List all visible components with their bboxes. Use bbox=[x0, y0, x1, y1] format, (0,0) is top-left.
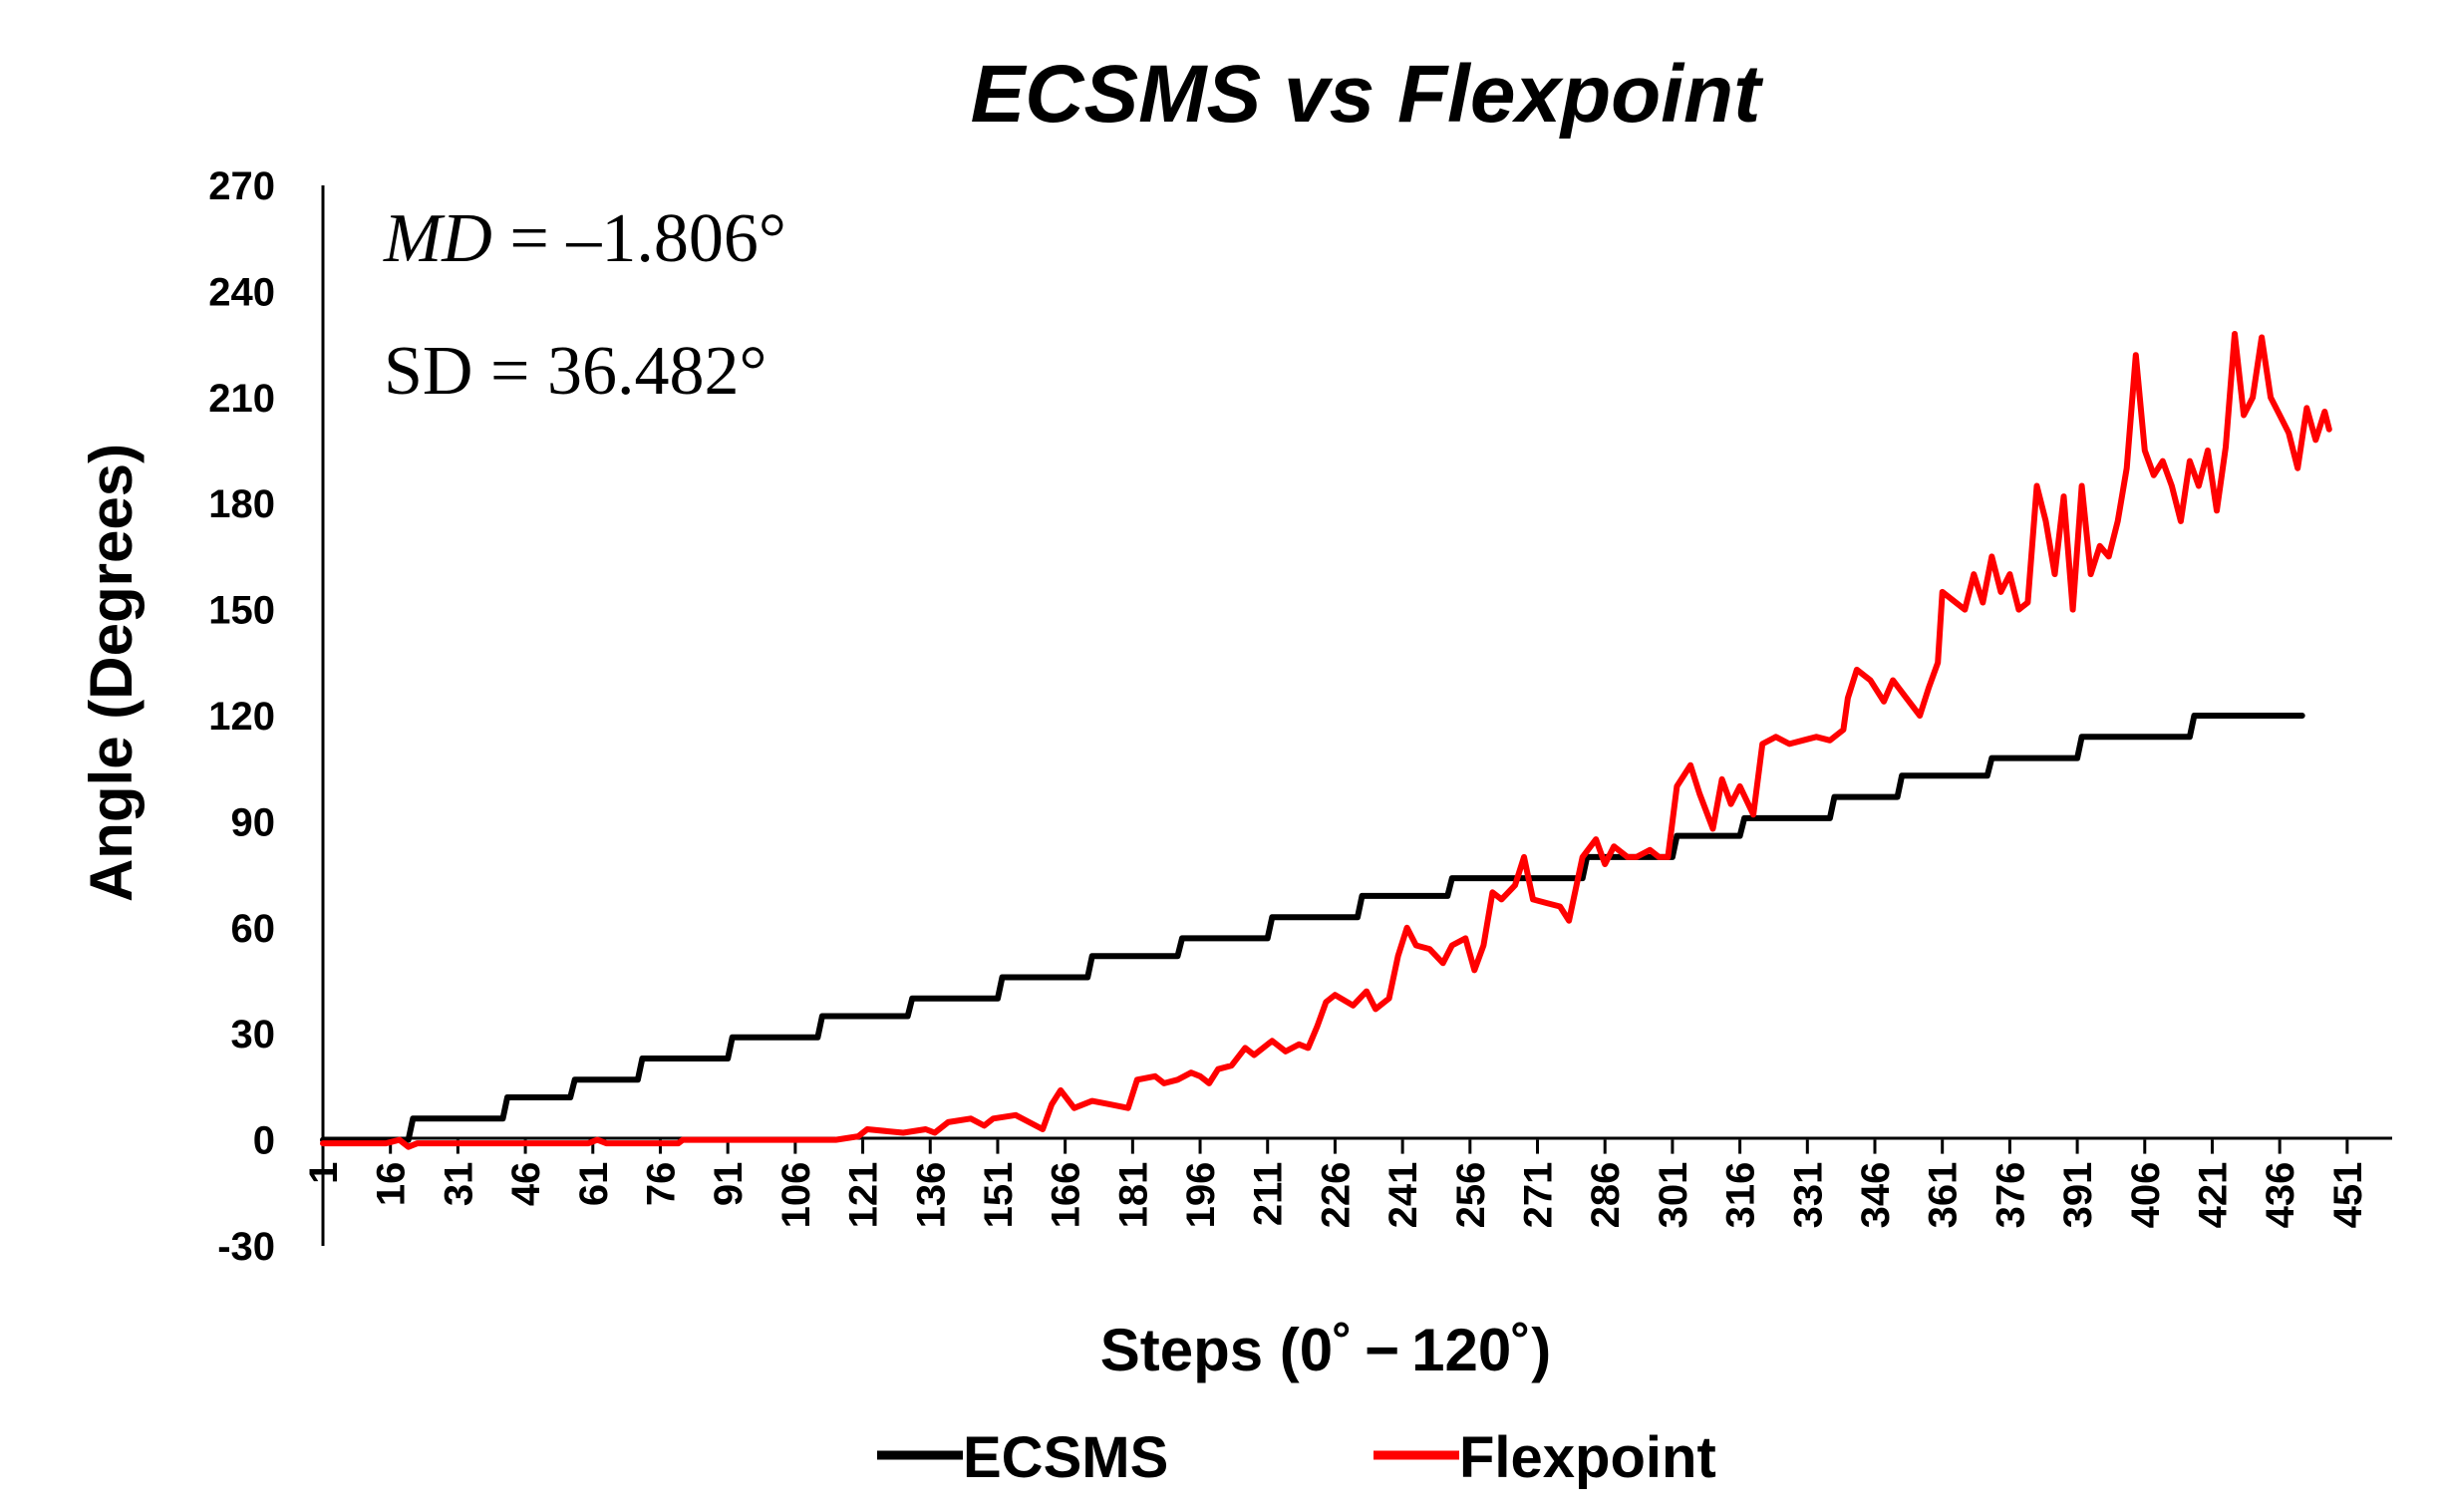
x-tick-label: 1 bbox=[302, 1162, 346, 1184]
plot-area: -30 0 30 60 90 120 150 180 210 240 270 1 16 31 46 61 76… bbox=[208, 164, 2392, 1269]
x-tick-label: 391 bbox=[2056, 1162, 2100, 1229]
x-tick-label: 436 bbox=[2259, 1162, 2302, 1229]
x-tick-label: 301 bbox=[1652, 1162, 1695, 1229]
x-tick-label: 31 bbox=[437, 1162, 480, 1207]
legend: ECSMS Flexpoint bbox=[877, 1425, 1716, 1490]
x-tick-label: 316 bbox=[1719, 1162, 1763, 1229]
x-tick-label: 211 bbox=[1247, 1162, 1291, 1227]
y-tick-label: 240 bbox=[208, 270, 275, 314]
y-axis-label: Angle (Degrees) bbox=[78, 444, 145, 902]
x-tick-label: 256 bbox=[1449, 1162, 1493, 1229]
y-tick-label: 180 bbox=[208, 482, 275, 526]
chart-title: ECSMS vs Flexpoint bbox=[971, 49, 1765, 140]
standard-deviation-annotation: SD = 36.482° bbox=[384, 333, 766, 410]
x-tick-label: 361 bbox=[1922, 1162, 1966, 1229]
x-tick-label: 331 bbox=[1786, 1162, 1830, 1229]
y-tick-label: 90 bbox=[231, 800, 276, 844]
y-tick-label: -30 bbox=[217, 1225, 275, 1269]
y-tick-label: 60 bbox=[231, 907, 276, 951]
x-tick-label: 346 bbox=[1854, 1162, 1898, 1229]
x-tick-label: 61 bbox=[572, 1162, 616, 1207]
legend-flexpoint-label: Flexpoint bbox=[1459, 1425, 1716, 1490]
x-tick-label: 166 bbox=[1045, 1162, 1088, 1229]
y-tick-label: 270 bbox=[208, 164, 275, 208]
x-tick-label: 196 bbox=[1179, 1162, 1223, 1229]
x-tick-label: 451 bbox=[2326, 1162, 2370, 1229]
x-tick-label: 226 bbox=[1314, 1162, 1358, 1229]
series-line-flexpoint bbox=[320, 331, 2332, 1150]
x-tick-label: 286 bbox=[1584, 1162, 1628, 1229]
y-tick-label: 150 bbox=[208, 589, 275, 633]
x-tick-label: 241 bbox=[1381, 1162, 1425, 1229]
x-tick-label: 16 bbox=[370, 1162, 414, 1207]
mean-difference-annotation: MD = –1.806° bbox=[383, 200, 786, 277]
x-tick-label: 46 bbox=[504, 1162, 548, 1207]
x-tick-label: 271 bbox=[1517, 1162, 1561, 1229]
mean-difference-value: = –1.806° bbox=[492, 200, 786, 277]
x-tick-label: 406 bbox=[2124, 1162, 2168, 1229]
x-tick-label: 181 bbox=[1111, 1162, 1155, 1229]
x-axis-label: Steps (0˚ − 120˚) bbox=[1100, 1317, 1552, 1383]
y-tick-label: 30 bbox=[231, 1013, 276, 1057]
series-line-ecsms bbox=[320, 713, 2305, 1143]
x-tick-label: 121 bbox=[842, 1162, 886, 1229]
y-tick-label: 0 bbox=[253, 1119, 275, 1163]
x-tick-label: 136 bbox=[909, 1162, 953, 1229]
x-tick-label: 151 bbox=[977, 1162, 1021, 1229]
mean-difference-var: MD bbox=[383, 200, 492, 277]
legend-ecsms-label: ECSMS bbox=[963, 1425, 1168, 1490]
y-tick-label: 210 bbox=[208, 377, 275, 421]
y-tick-label: 120 bbox=[208, 695, 275, 739]
x-tick-label: 376 bbox=[1988, 1162, 2032, 1229]
x-tick-label: 106 bbox=[774, 1162, 818, 1229]
x-tick-label: 421 bbox=[2191, 1162, 2235, 1229]
x-tick-label: 76 bbox=[639, 1162, 683, 1207]
x-tick-label: 91 bbox=[707, 1162, 751, 1207]
